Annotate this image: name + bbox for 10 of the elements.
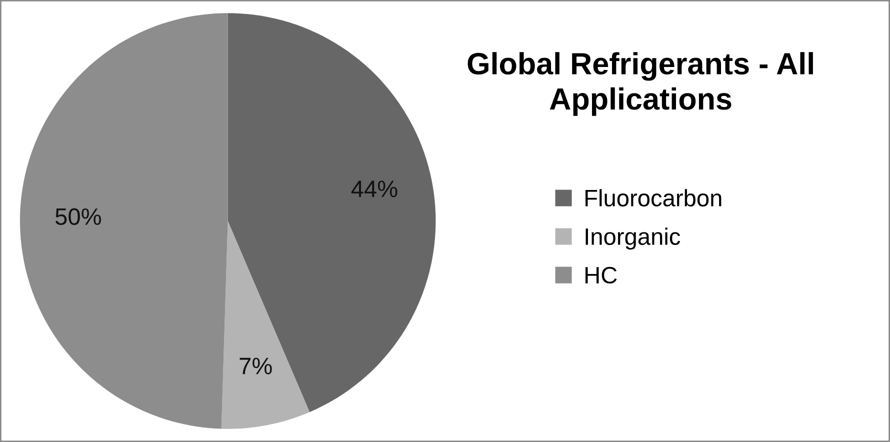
legend-label: Fluorocarbon [586, 189, 722, 206]
legend-label: Inorganic [586, 228, 680, 250]
data-label: 7% [240, 358, 272, 374]
legend-label: HC [586, 266, 617, 284]
text: Global Refrigerants - All Applications [468, 52, 813, 116]
pie-slice [20, 13, 228, 429]
data-label: 50% [56, 208, 101, 226]
data-label: 44% [351, 180, 398, 198]
pie-slice [221, 221, 310, 429]
pie-slice [228, 13, 436, 412]
